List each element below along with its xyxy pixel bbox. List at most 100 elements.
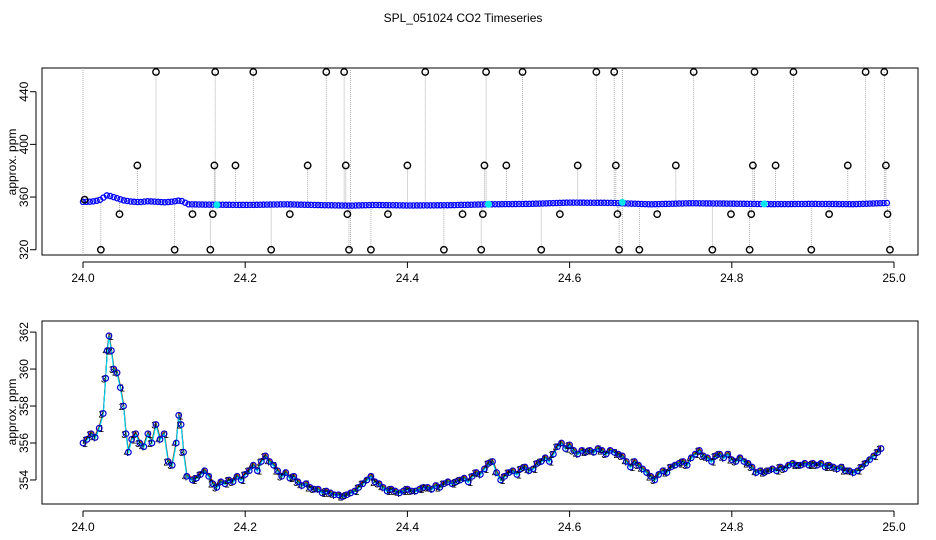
baseline-point bbox=[328, 202, 335, 209]
series-glyph: 3 bbox=[293, 478, 299, 489]
baseline-point bbox=[198, 201, 206, 208]
baseline-point bbox=[202, 201, 209, 208]
series-point bbox=[671, 461, 679, 469]
series-point bbox=[428, 485, 436, 493]
series-glyph: 2 bbox=[322, 487, 328, 498]
series-glyph: 3 bbox=[374, 480, 380, 491]
series-point bbox=[391, 487, 399, 495]
outlier-point bbox=[206, 245, 215, 254]
panel-bottom-y-tick-label: 358 bbox=[17, 396, 31, 416]
baseline-point bbox=[699, 200, 707, 207]
series-glyph: 4 bbox=[346, 489, 352, 500]
baseline-point bbox=[839, 200, 846, 208]
baseline-point bbox=[522, 200, 530, 208]
series-point bbox=[825, 461, 833, 469]
baseline-point bbox=[250, 201, 257, 209]
series-point bbox=[533, 459, 541, 467]
series-point bbox=[379, 483, 387, 491]
series-glyph: 4 bbox=[589, 448, 595, 459]
series-point bbox=[655, 471, 663, 478]
baseline-point bbox=[546, 199, 553, 207]
series-point bbox=[687, 454, 695, 462]
baseline-point bbox=[444, 201, 451, 209]
baseline-point bbox=[502, 200, 509, 208]
series-point bbox=[773, 467, 780, 475]
series-glyph: 2 bbox=[257, 457, 263, 468]
baseline-point bbox=[270, 201, 277, 208]
series-glyph: 2 bbox=[565, 441, 571, 452]
series-glyph: 3 bbox=[309, 485, 315, 496]
series-glyph: 2 bbox=[841, 467, 847, 478]
series-point bbox=[306, 483, 314, 491]
series-point bbox=[712, 452, 719, 460]
series-glyph: 3 bbox=[261, 452, 267, 463]
baseline-point bbox=[205, 201, 213, 208]
panel-bottom-y-label: approx. ppm bbox=[5, 379, 19, 446]
series-glyph: 2 bbox=[549, 450, 555, 461]
series-glyph: 4 bbox=[395, 489, 401, 500]
outlier-point bbox=[384, 210, 392, 219]
series-glyph: 4 bbox=[784, 461, 790, 472]
series-point bbox=[359, 480, 367, 488]
series-glyph: 4 bbox=[103, 347, 109, 358]
series-point bbox=[489, 458, 496, 465]
series-glyph: 2 bbox=[419, 483, 425, 494]
baseline-point bbox=[713, 200, 720, 207]
series-glyph: 2 bbox=[240, 470, 246, 481]
series-point bbox=[83, 435, 91, 443]
series-point bbox=[180, 448, 187, 456]
series-glyph: 4 bbox=[330, 491, 336, 502]
baseline-point bbox=[539, 200, 547, 207]
outlier-point bbox=[480, 161, 489, 170]
outlier-point bbox=[615, 245, 623, 254]
baseline-point bbox=[83, 198, 90, 206]
series-point bbox=[183, 472, 191, 480]
outlier-point bbox=[439, 245, 448, 254]
series-glyph: 3 bbox=[585, 446, 591, 457]
series-point bbox=[724, 450, 732, 458]
series-point bbox=[748, 463, 756, 471]
series-point bbox=[383, 487, 391, 495]
baseline-point bbox=[410, 202, 417, 209]
baseline-point bbox=[508, 200, 516, 208]
baseline-point bbox=[801, 200, 809, 208]
series-glyph: 2 bbox=[82, 435, 88, 446]
series-point bbox=[691, 450, 699, 458]
baseline-point bbox=[168, 198, 175, 205]
series-glyph: 4 bbox=[476, 470, 482, 481]
baseline-point bbox=[553, 199, 560, 207]
outlier-point bbox=[345, 245, 353, 254]
baseline-point bbox=[835, 200, 843, 208]
series-point bbox=[286, 474, 294, 482]
series-point bbox=[521, 463, 529, 471]
series-point bbox=[395, 489, 403, 497]
baseline-point bbox=[144, 198, 151, 205]
series-glyph: 2 bbox=[695, 446, 701, 457]
baseline-point bbox=[856, 200, 863, 208]
baseline-point bbox=[321, 201, 329, 209]
series-point bbox=[513, 471, 521, 478]
series-point bbox=[225, 476, 233, 484]
outlier-point bbox=[285, 210, 294, 219]
series-glyph: 2 bbox=[176, 421, 182, 432]
series-point bbox=[529, 465, 537, 473]
series-point bbox=[189, 476, 196, 484]
series-point bbox=[598, 446, 606, 454]
series-glyph: 3 bbox=[121, 430, 127, 441]
series-point bbox=[602, 450, 610, 458]
baseline-point bbox=[430, 202, 438, 209]
baseline-point bbox=[130, 198, 138, 206]
baseline-point bbox=[675, 200, 683, 207]
panel-top-x-tick-label: 24.4 bbox=[396, 271, 420, 285]
series-glyph: 4 bbox=[281, 469, 287, 480]
baseline-point bbox=[594, 199, 601, 207]
series-glyph: 3 bbox=[326, 489, 332, 500]
series-point bbox=[404, 485, 411, 493]
baseline-point bbox=[267, 201, 274, 208]
series-glyph: 2 bbox=[759, 469, 765, 480]
series-point bbox=[387, 485, 395, 493]
series-point bbox=[789, 459, 797, 467]
series-point bbox=[821, 463, 829, 471]
